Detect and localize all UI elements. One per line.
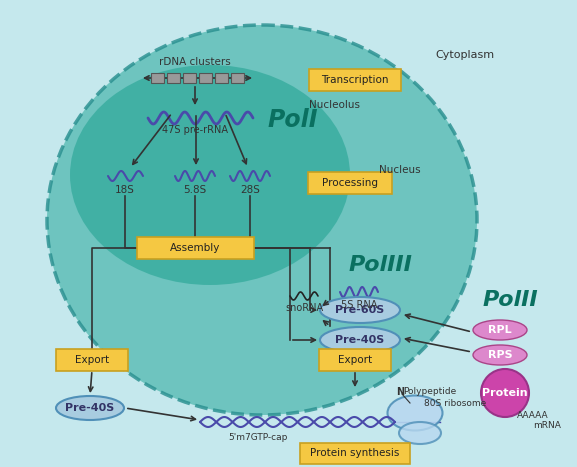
- Ellipse shape: [388, 396, 443, 431]
- Ellipse shape: [473, 345, 527, 365]
- Text: Pre-40S: Pre-40S: [335, 335, 385, 345]
- Text: 47S pre-rRNA: 47S pre-rRNA: [162, 125, 228, 135]
- Ellipse shape: [473, 320, 527, 340]
- Text: Nucleus: Nucleus: [379, 165, 421, 175]
- Bar: [183, 73, 196, 83]
- Bar: [215, 73, 228, 83]
- Bar: [151, 73, 164, 83]
- Text: PolIII: PolIII: [348, 255, 412, 275]
- Text: Nucleolus: Nucleolus: [309, 100, 361, 110]
- Text: 18S: 18S: [115, 185, 135, 195]
- Text: 5S RNA: 5S RNA: [341, 300, 377, 310]
- Text: RPL: RPL: [488, 325, 512, 335]
- Bar: [231, 73, 244, 83]
- Text: RPS: RPS: [488, 350, 512, 360]
- Text: snoRNA: snoRNA: [285, 303, 323, 313]
- Text: Processing: Processing: [322, 178, 378, 188]
- Text: mRNA: mRNA: [533, 420, 561, 430]
- FancyBboxPatch shape: [308, 172, 392, 194]
- Text: 80S ribosome: 80S ribosome: [424, 398, 486, 408]
- FancyBboxPatch shape: [319, 349, 391, 371]
- Text: Protein synthesis: Protein synthesis: [310, 448, 400, 458]
- FancyBboxPatch shape: [300, 443, 410, 464]
- Ellipse shape: [56, 396, 124, 420]
- Text: Cytoplasm: Cytoplasm: [436, 50, 494, 60]
- Ellipse shape: [47, 25, 477, 415]
- Text: rDNA clusters: rDNA clusters: [159, 57, 231, 67]
- FancyBboxPatch shape: [137, 237, 253, 259]
- Ellipse shape: [399, 422, 441, 444]
- FancyBboxPatch shape: [309, 69, 401, 91]
- Circle shape: [481, 369, 529, 417]
- Text: Pre-60S: Pre-60S: [335, 305, 385, 315]
- Text: AAAAA: AAAAA: [517, 410, 549, 419]
- Text: Pre-40S: Pre-40S: [65, 403, 115, 413]
- Text: PolII: PolII: [482, 290, 538, 310]
- Text: 5.8S: 5.8S: [183, 185, 207, 195]
- Text: Polypeptide: Polypeptide: [403, 388, 456, 396]
- Bar: [199, 73, 212, 83]
- FancyBboxPatch shape: [56, 349, 128, 371]
- Ellipse shape: [320, 297, 400, 323]
- Text: Transcription: Transcription: [321, 75, 389, 85]
- Ellipse shape: [70, 65, 350, 285]
- Text: 28S: 28S: [240, 185, 260, 195]
- Bar: [167, 73, 180, 83]
- Text: Export: Export: [75, 355, 109, 365]
- Text: 5'm7GTP-cap: 5'm7GTP-cap: [228, 432, 288, 441]
- Text: Assembly: Assembly: [170, 243, 220, 253]
- Text: Export: Export: [338, 355, 372, 365]
- Ellipse shape: [320, 327, 400, 353]
- Text: Protein: Protein: [482, 388, 528, 398]
- Text: N: N: [396, 387, 404, 397]
- Text: PolI: PolI: [268, 108, 319, 132]
